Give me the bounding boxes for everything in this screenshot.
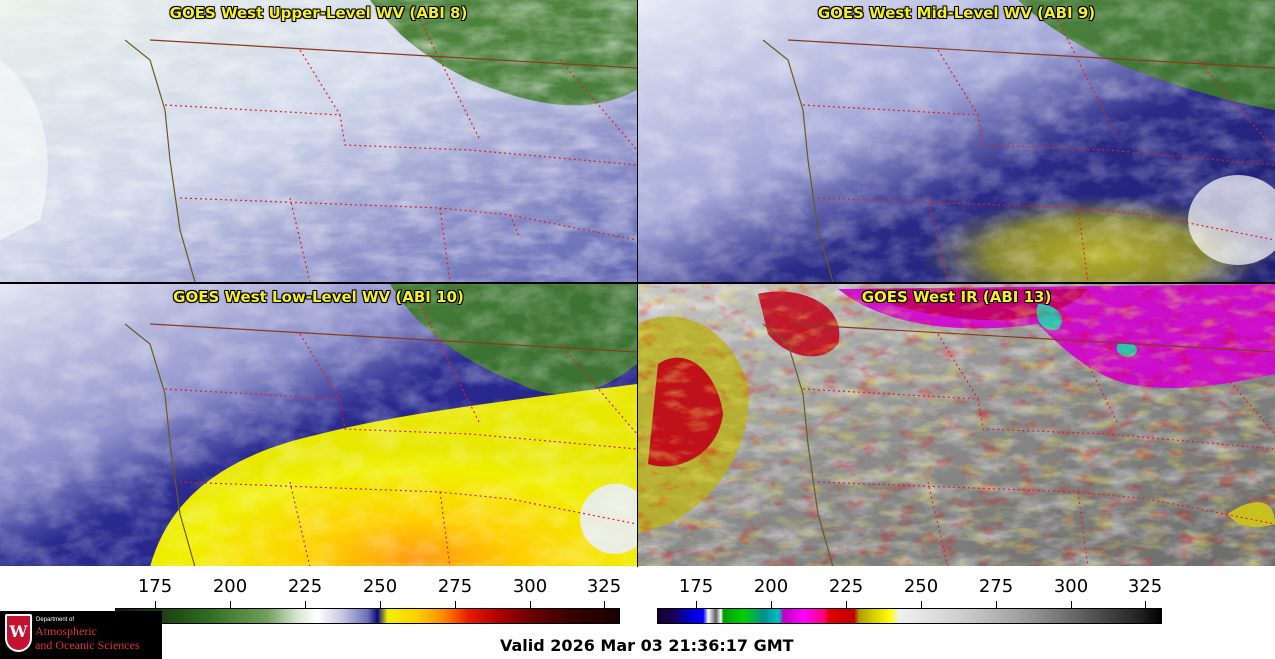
upper-level-wv-image bbox=[0, 0, 637, 282]
low-level-wv-image bbox=[0, 284, 637, 566]
ir-tick-mark bbox=[771, 601, 772, 608]
ir-image bbox=[638, 284, 1275, 566]
wv-tick-mark bbox=[305, 601, 306, 608]
panel-title: GOES West Mid-Level WV (ABI 9) bbox=[817, 4, 1096, 22]
uw-shield-icon: W bbox=[5, 614, 32, 652]
ir-tick-label: 275 bbox=[978, 576, 1014, 597]
panel-title: GOES West Low-Level WV (ABI 10) bbox=[173, 288, 464, 306]
wv-tick-label: 175 bbox=[137, 576, 173, 597]
logo-line2: and Oceanic Sciences bbox=[35, 638, 140, 652]
department-logo[interactable]: W Department of Atmospheric and Oceanic … bbox=[0, 611, 162, 659]
ir-tick-label: 225 bbox=[828, 576, 864, 597]
wv-tick-mark bbox=[530, 601, 531, 608]
wv-tick-label: 275 bbox=[437, 576, 473, 597]
wv-tick-label: 325 bbox=[586, 576, 622, 597]
panel-low-level-wv: GOES West Low-Level WV (ABI 10) bbox=[0, 284, 637, 566]
wv-tick-label: 200 bbox=[212, 576, 248, 597]
ir-tick-mark bbox=[921, 601, 922, 608]
wv-tick-label: 250 bbox=[362, 576, 398, 597]
ir-tick-label: 250 bbox=[903, 576, 939, 597]
mid-level-wv-image bbox=[638, 0, 1275, 282]
logo-dept-text: Department of bbox=[36, 617, 75, 623]
wv-colorbar bbox=[115, 608, 620, 624]
ir-tick-mark bbox=[696, 601, 697, 608]
ir-colorbar bbox=[657, 608, 1162, 624]
wv-tick-label: 300 bbox=[512, 576, 548, 597]
shield-letter: W bbox=[9, 622, 28, 641]
ir-tick-mark bbox=[1145, 601, 1146, 608]
ir-tick-label: 175 bbox=[678, 576, 714, 597]
panel-mid-level-wv: GOES West Mid-Level WV (ABI 9) bbox=[638, 0, 1275, 282]
ir-tick-label: 200 bbox=[753, 576, 789, 597]
panel-divider-horizontal bbox=[0, 282, 1275, 284]
ir-tick-label: 325 bbox=[1127, 576, 1163, 597]
wv-tick-mark bbox=[230, 601, 231, 608]
logo-line1: Atmospheric bbox=[35, 624, 97, 638]
panel-upper-level-wv: GOES West Upper-Level WV (ABI 8) bbox=[0, 0, 637, 282]
wv-tick-label: 225 bbox=[287, 576, 323, 597]
panel-title: GOES West IR (ABI 13) bbox=[861, 288, 1052, 306]
panel-ir: GOES West IR (ABI 13) bbox=[638, 284, 1275, 566]
wv-tick-mark bbox=[155, 601, 156, 608]
wv-tick-mark bbox=[380, 601, 381, 608]
valid-time: Valid 2026 Mar 03 21:36:17 GMT bbox=[500, 636, 794, 655]
panel-title: GOES West Upper-Level WV (ABI 8) bbox=[169, 4, 468, 22]
ir-tick-label: 300 bbox=[1053, 576, 1089, 597]
wv-tick-mark bbox=[455, 601, 456, 608]
wv-tick-mark bbox=[604, 601, 605, 608]
ir-tick-mark bbox=[846, 601, 847, 608]
ir-tick-mark bbox=[996, 601, 997, 608]
ir-tick-mark bbox=[1071, 601, 1072, 608]
